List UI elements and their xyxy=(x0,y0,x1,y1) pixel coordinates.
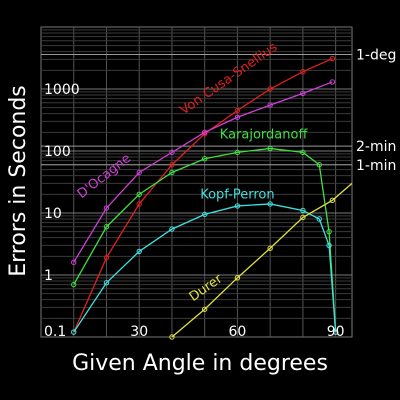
y-tick-label-1: 1 xyxy=(44,268,53,284)
data-point xyxy=(267,245,273,251)
reference-label-1-min: 1-min xyxy=(356,158,396,174)
data-point xyxy=(234,114,241,120)
data-point xyxy=(234,149,241,156)
x-axis-label: Given Angle in degrees xyxy=(72,351,328,376)
data-point xyxy=(234,275,241,281)
data-point xyxy=(103,205,110,211)
data-point xyxy=(234,107,241,114)
data-point xyxy=(300,90,306,97)
plot-frame xyxy=(40,26,353,338)
series-line-von-cusa-snellius xyxy=(73,57,333,333)
series-line-karajordanoff xyxy=(73,147,337,333)
data-point xyxy=(332,329,339,335)
reference-lines: 1-deg 2-min 1-min xyxy=(41,48,396,174)
data-point xyxy=(201,211,208,218)
series-label-karajordanoff: Karajordanoff xyxy=(220,127,309,142)
reference-label-2-min: 2-min xyxy=(356,139,396,155)
data-point xyxy=(169,226,175,232)
series-label-kopf-perron: Kopf-Perron xyxy=(200,188,274,203)
data-point xyxy=(201,156,208,162)
series-d-ocagne xyxy=(71,79,336,266)
data-point xyxy=(300,207,306,214)
data-point xyxy=(169,149,175,156)
data-point xyxy=(71,259,77,266)
data-point xyxy=(169,162,175,168)
data-point xyxy=(136,201,142,207)
series-labels: Von Cusa-SnelliusD'OcagneKarajordanoffKo… xyxy=(75,40,309,305)
y-tick-label-0-1: 0.1 xyxy=(44,324,66,340)
data-point xyxy=(201,306,208,312)
data-point xyxy=(71,281,77,288)
data-point xyxy=(201,129,208,136)
data-point xyxy=(316,162,322,168)
y-axis-label: Errors in Seconds xyxy=(6,85,31,277)
series-line-kopf-perron xyxy=(73,203,337,333)
series-line-durer xyxy=(171,199,333,338)
tick-labels: 30 60 90 0.1 1 10 100 1000 xyxy=(44,82,345,340)
data-point xyxy=(136,169,142,176)
data-point xyxy=(169,169,175,176)
y-tick-label-1000: 1000 xyxy=(44,82,80,98)
data-point xyxy=(136,248,142,255)
data-point xyxy=(267,86,273,92)
data-point xyxy=(103,224,110,230)
data-point xyxy=(329,79,336,85)
data-point xyxy=(316,216,322,222)
data-point xyxy=(300,149,306,156)
series-line-d-ocagne xyxy=(73,81,333,263)
x-tick-label-30: 30 xyxy=(130,324,148,340)
data-point xyxy=(329,197,336,204)
data-point xyxy=(169,334,175,340)
data-point xyxy=(103,255,110,261)
data-point xyxy=(326,228,332,235)
data-point xyxy=(267,102,273,108)
reference-label-1-deg: 1-deg xyxy=(356,48,396,64)
y-tick-label-10: 10 xyxy=(44,206,62,222)
x-tick-label-60: 60 xyxy=(229,324,247,340)
data-point xyxy=(71,329,77,335)
data-point xyxy=(267,145,273,152)
y-tick-label-100: 100 xyxy=(44,144,71,160)
series-kopf-perron xyxy=(71,201,339,335)
series-series-5 xyxy=(331,182,353,201)
data-point xyxy=(300,214,306,221)
data-point xyxy=(300,69,306,75)
data-point xyxy=(326,242,332,249)
data-point xyxy=(136,191,142,198)
series-line-series-5 xyxy=(331,182,353,201)
series-durer xyxy=(169,197,336,340)
data-point xyxy=(234,203,241,209)
series-layer xyxy=(71,55,353,340)
data-point xyxy=(103,280,110,286)
data-point xyxy=(267,201,273,207)
data-point xyxy=(329,55,336,62)
grid xyxy=(40,26,353,338)
x-tick-label-90: 90 xyxy=(327,324,345,340)
